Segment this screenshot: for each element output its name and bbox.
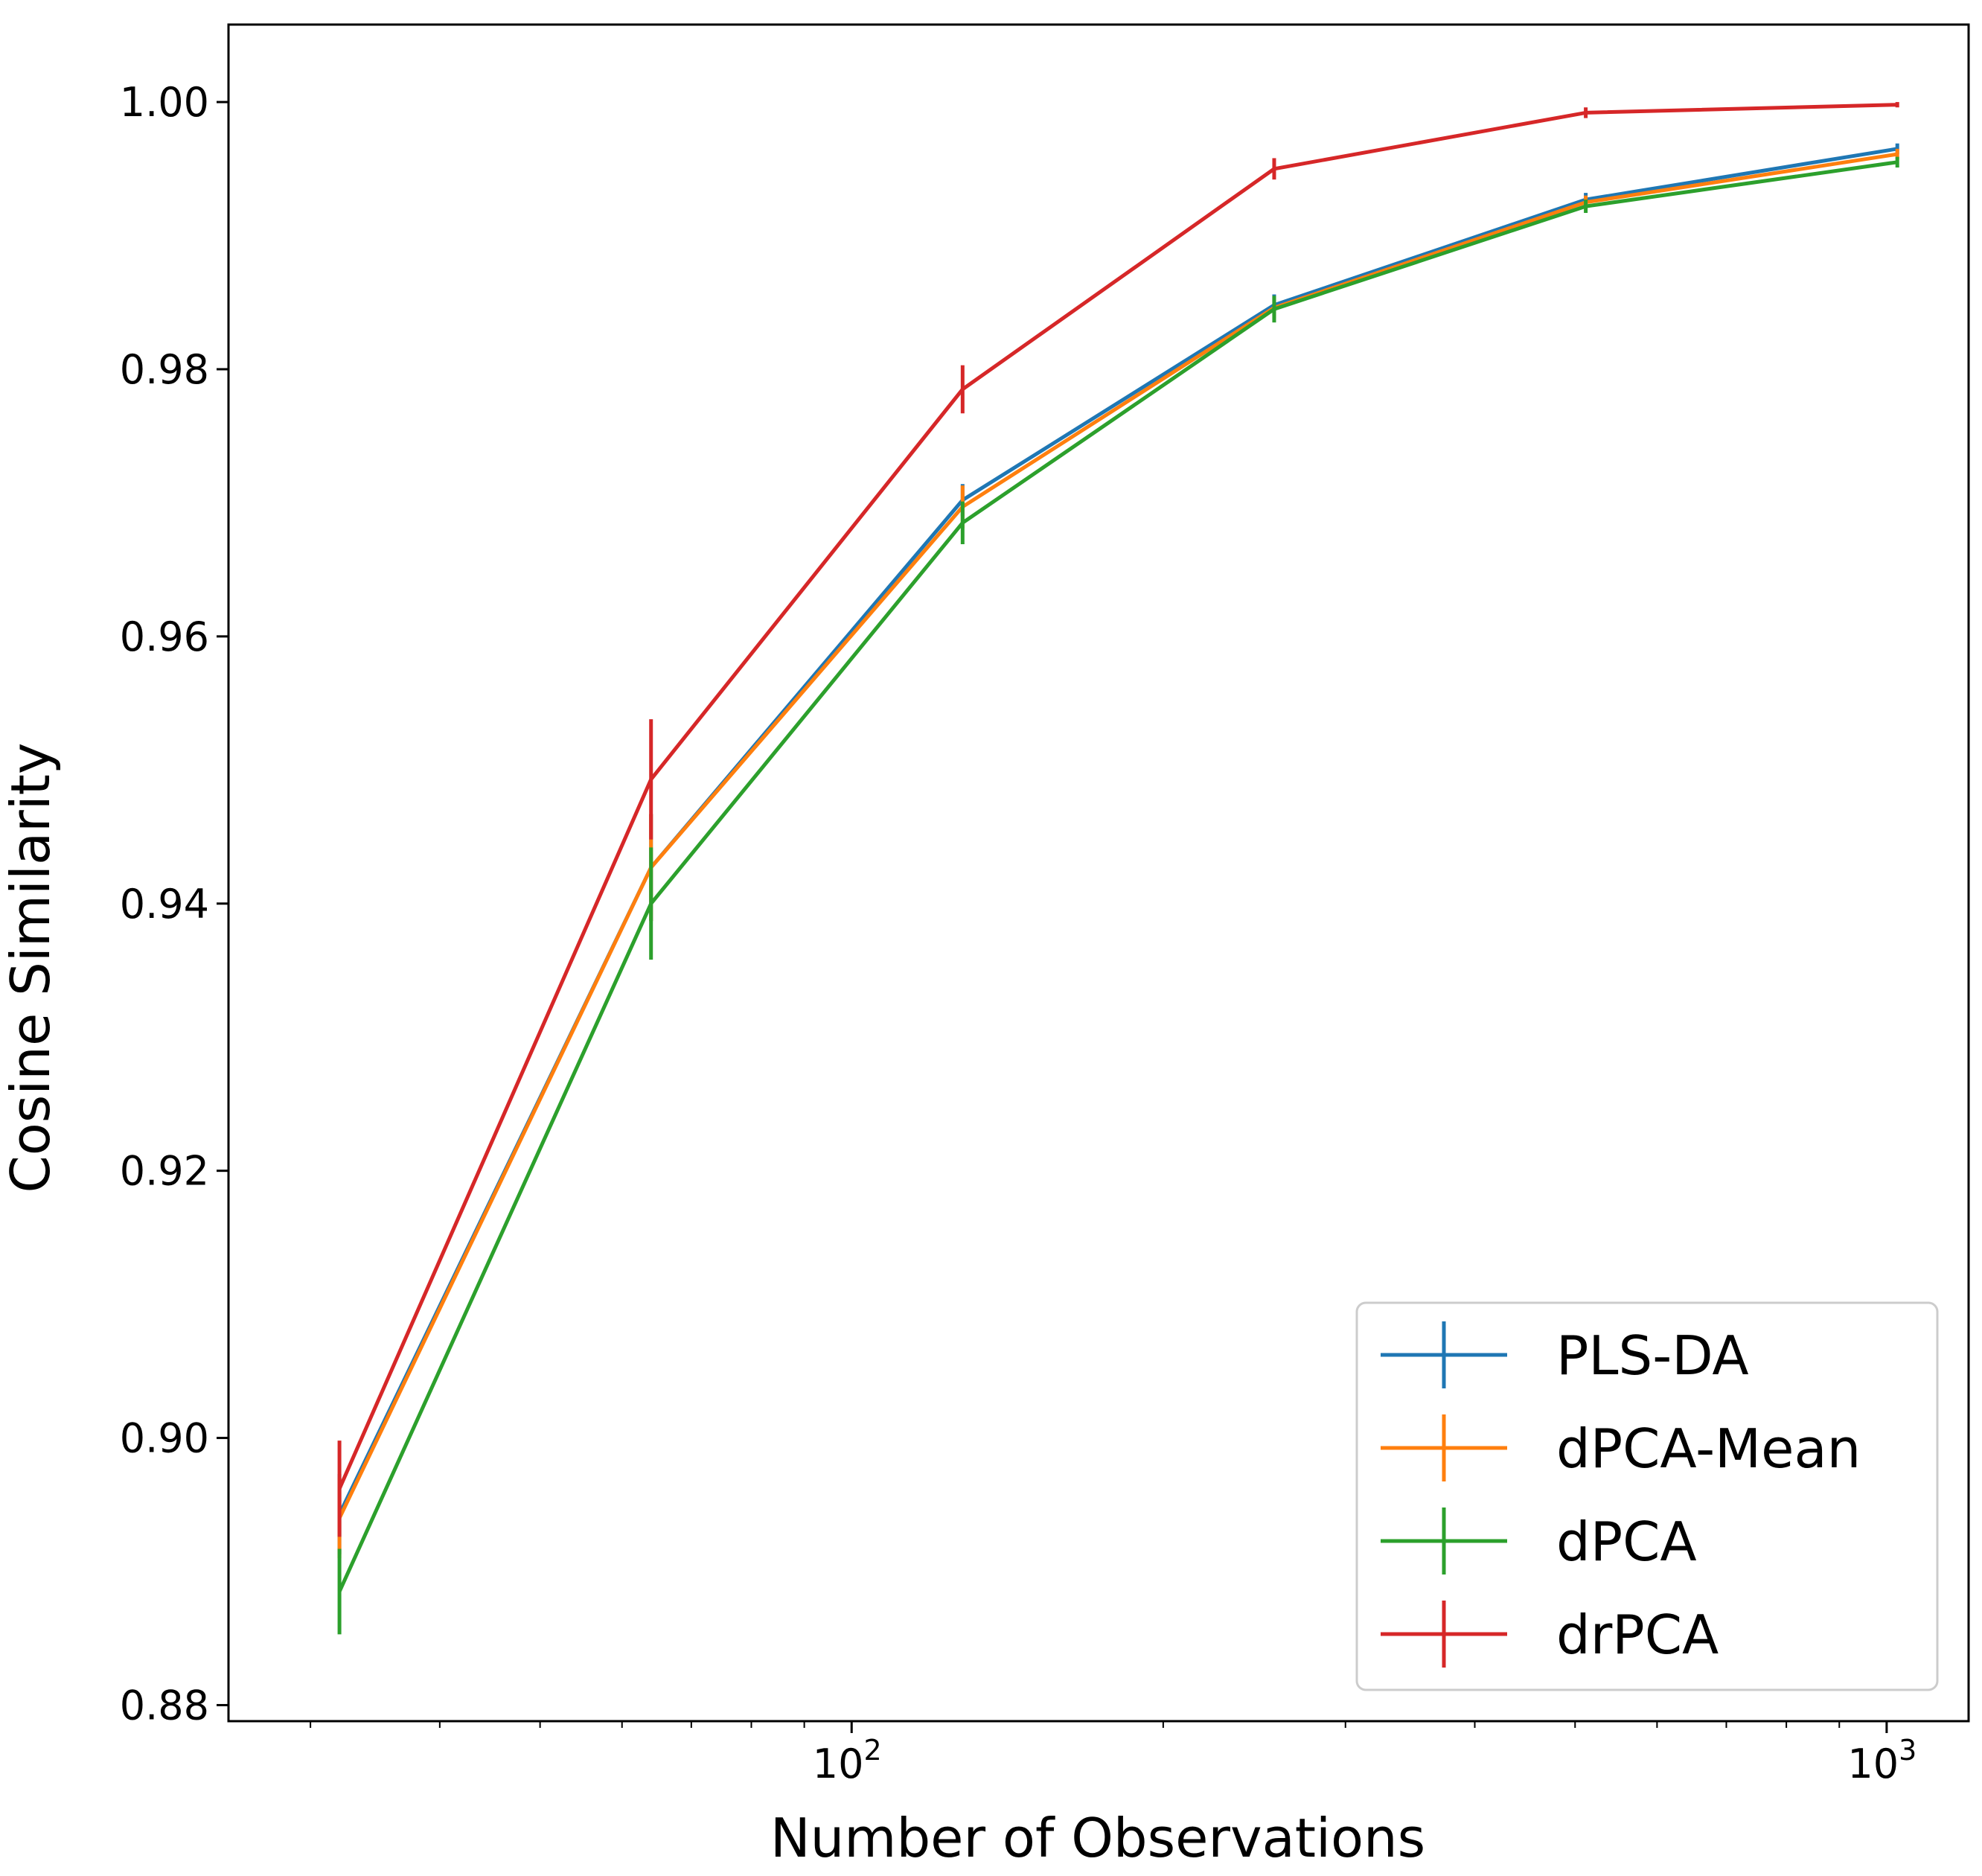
y-tick-label: 0.98 bbox=[120, 346, 209, 393]
x-axis: 102 103 bbox=[310, 1721, 1917, 1787]
legend-box bbox=[1355, 1301, 1939, 1691]
x-tick-label: 102 bbox=[813, 1734, 882, 1787]
legend-entry: PLS-DA bbox=[1381, 1321, 1749, 1388]
y-tick-label: 0.96 bbox=[120, 613, 209, 660]
series-dpca bbox=[337, 156, 1899, 1635]
legend-label: drPCA bbox=[1556, 1604, 1719, 1666]
y-axis: 0.88 0.90 0.92 0.94 0.96 0.98 1.00 bbox=[120, 79, 228, 1729]
plot-frame bbox=[227, 23, 1970, 1723]
y-tick-label: 0.94 bbox=[120, 881, 209, 928]
legend-entry: dPCA-Mean bbox=[1381, 1414, 1861, 1481]
series-layer bbox=[337, 102, 1899, 1635]
y-tick-label: 1.00 bbox=[120, 79, 209, 126]
series-line bbox=[337, 152, 1898, 1519]
series-line bbox=[337, 160, 1898, 1592]
legend-label: dPCA-Mean bbox=[1556, 1417, 1861, 1480]
series-line bbox=[337, 103, 1898, 1490]
plot-area bbox=[227, 23, 1970, 1723]
y-tick-label: 0.92 bbox=[120, 1148, 209, 1195]
x-tick-label: 103 bbox=[1847, 1734, 1917, 1787]
legend: PLS-DA dPCA-Mean dPCA drPCA bbox=[1355, 1301, 1939, 1691]
legend-label: dPCA bbox=[1556, 1510, 1697, 1573]
y-axis-label: Cosine Similarity bbox=[0, 742, 62, 1193]
series-drpca bbox=[337, 102, 1899, 1537]
legend-entry: drPCA bbox=[1381, 1601, 1719, 1668]
x-axis-label: Number of Observations bbox=[770, 1807, 1425, 1869]
y-tick-label: 0.90 bbox=[120, 1415, 209, 1462]
legend-entry: dPCA bbox=[1381, 1508, 1697, 1574]
y-tick-label: 0.88 bbox=[120, 1682, 209, 1729]
legend-label: PLS-DA bbox=[1556, 1324, 1749, 1387]
